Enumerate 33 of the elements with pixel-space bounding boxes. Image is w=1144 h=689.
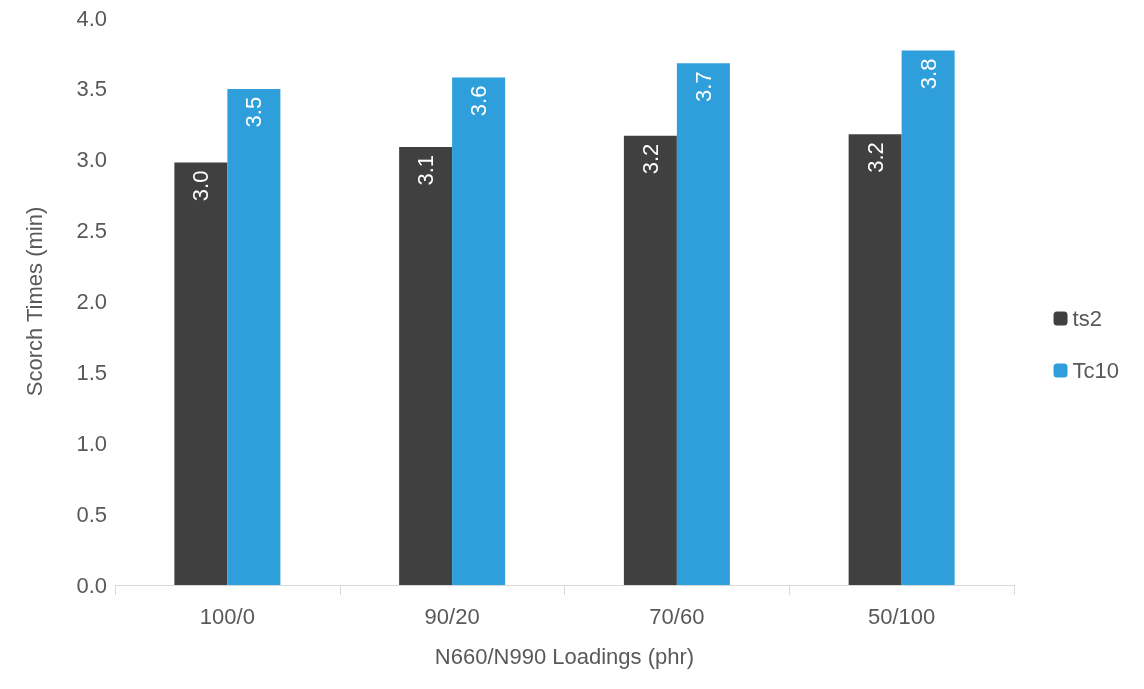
bar [623, 135, 677, 585]
data-label: 3.1 [413, 154, 439, 186]
bar [227, 88, 281, 585]
y-tick-label: 1.5 [76, 359, 107, 385]
y-tick-label: 0.5 [76, 501, 107, 527]
bar [901, 50, 955, 585]
y-tick-label: 3.5 [76, 76, 107, 102]
data-label: 3.2 [637, 143, 663, 175]
x-tick-label: 50/100 [867, 603, 936, 629]
legend-label: ts2 [1072, 306, 1102, 331]
y-axis-title: Scorch Times (min) [21, 206, 47, 397]
data-label: 3.6 [466, 85, 492, 117]
data-label: 3.2 [862, 142, 888, 173]
y-tick-label: 2.0 [76, 289, 107, 314]
y-tick-label: 0.0 [76, 572, 107, 598]
x-tick-label: 100/0 [199, 603, 255, 629]
x-tick-label: 90/20 [424, 603, 480, 629]
y-tick-label: 3.0 [76, 147, 107, 173]
data-label: 3.7 [690, 71, 716, 102]
x-axis-title: N660/N990 Loadings (phr) [434, 643, 695, 669]
bar [399, 146, 453, 585]
data-label: 3.8 [915, 58, 941, 90]
bar [848, 134, 902, 585]
y-tick-label: 2.5 [76, 218, 107, 244]
legend-label: Tc10 [1072, 358, 1120, 383]
bar [452, 77, 506, 585]
x-tick-label: 70/60 [649, 603, 705, 629]
bar [676, 63, 730, 585]
y-tick-label: 4.0 [76, 5, 107, 31]
data-label: 3.0 [188, 170, 214, 202]
data-label: 3.5 [241, 96, 267, 128]
y-tick-label: 1.0 [76, 430, 107, 456]
bar [174, 162, 228, 585]
